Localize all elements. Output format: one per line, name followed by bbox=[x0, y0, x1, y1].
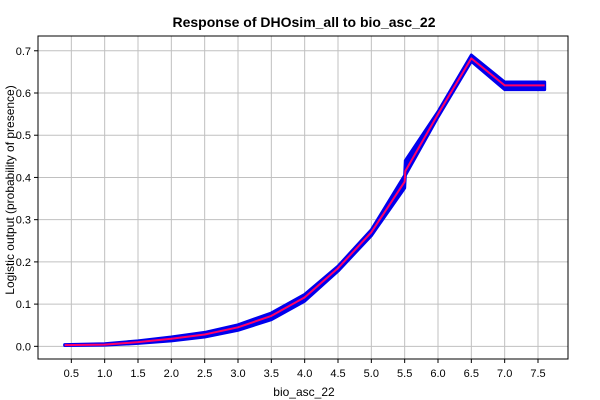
x-tick-label: 1.0 bbox=[97, 368, 112, 380]
x-axis-label: bio_asc_22 bbox=[273, 385, 335, 399]
x-tick-label: 3.0 bbox=[230, 368, 245, 380]
x-tick-label: 5.5 bbox=[397, 368, 412, 380]
x-tick-label: 3.5 bbox=[264, 368, 279, 380]
confidence-band bbox=[63, 53, 547, 347]
y-axis: 0.0 0.1 0.2 0.3 0.4 0.5 0.6 0.7 bbox=[16, 46, 38, 353]
y-tick-label: 0.0 bbox=[16, 341, 31, 353]
y-tick-label: 0.7 bbox=[16, 46, 31, 58]
chart-title: Response of DHOsim_all to bio_asc_22 bbox=[173, 14, 436, 30]
grid bbox=[38, 36, 568, 359]
x-tick-label: 1.5 bbox=[130, 368, 145, 380]
confidence-band-area bbox=[63, 53, 547, 347]
x-tick-label: 5.0 bbox=[364, 368, 379, 380]
x-axis: 0.5 1.0 1.5 2.0 2.5 3.0 3.5 4.0 4.5 5.0 5.5 6.0 6.5 7… bbox=[64, 359, 546, 380]
x-tick-label: 4.5 bbox=[330, 368, 345, 380]
x-tick-label: 4.0 bbox=[297, 368, 312, 380]
y-tick-label: 0.1 bbox=[16, 299, 31, 311]
y-tick-label: 0.5 bbox=[16, 130, 31, 142]
y-tick-label: 0.2 bbox=[16, 257, 31, 269]
x-tick-label: 0.5 bbox=[64, 368, 79, 380]
mean-line-group bbox=[64, 57, 545, 347]
y-tick-label: 0.4 bbox=[16, 172, 31, 184]
y-tick-label: 0.6 bbox=[16, 88, 31, 100]
mean-response-line bbox=[64, 57, 545, 347]
x-tick-label: 6.5 bbox=[464, 368, 479, 380]
x-tick-label: 6.0 bbox=[430, 368, 445, 380]
x-tick-label: 7.0 bbox=[497, 368, 512, 380]
y-tick-label: 0.3 bbox=[16, 215, 31, 227]
x-tick-label: 7.5 bbox=[530, 368, 545, 380]
y-axis-label: Logistic output (probability of presence… bbox=[3, 85, 17, 294]
x-tick-label: 2.0 bbox=[164, 368, 179, 380]
x-tick-label: 2.5 bbox=[197, 368, 212, 380]
plot-frame bbox=[37, 35, 569, 360]
